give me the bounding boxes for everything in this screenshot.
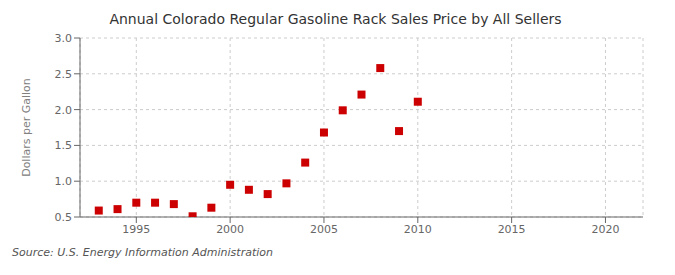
svg-text:2000: 2000	[216, 223, 244, 236]
html-text:Source: U.S. Energy Informatio: Source: U.S. Energy Information Administ…	[12, 246, 273, 259]
svg-text:1.0: 1.0	[55, 175, 73, 188]
svg-text:2.5: 2.5	[55, 68, 73, 81]
svg-text:2005: 2005	[310, 223, 338, 236]
svg-text:1.5: 1.5	[55, 139, 73, 152]
svg-text:2010: 2010	[404, 223, 432, 236]
svg-text:2.0: 2.0	[55, 104, 73, 117]
svg-text:2015: 2015	[498, 223, 526, 236]
svg-text:2020: 2020	[591, 223, 619, 236]
svg-text:1995: 1995	[122, 223, 150, 236]
html-text:Annual Colorado Regular Gasoli: Annual Colorado Regular Gasoline Rack Sa…	[109, 11, 562, 27]
svg-text:Dollars per Gallon: Dollars per Gallon	[20, 78, 33, 177]
svg-text:3.0: 3.0	[55, 32, 73, 45]
svg-text:0.5: 0.5	[55, 211, 73, 224]
